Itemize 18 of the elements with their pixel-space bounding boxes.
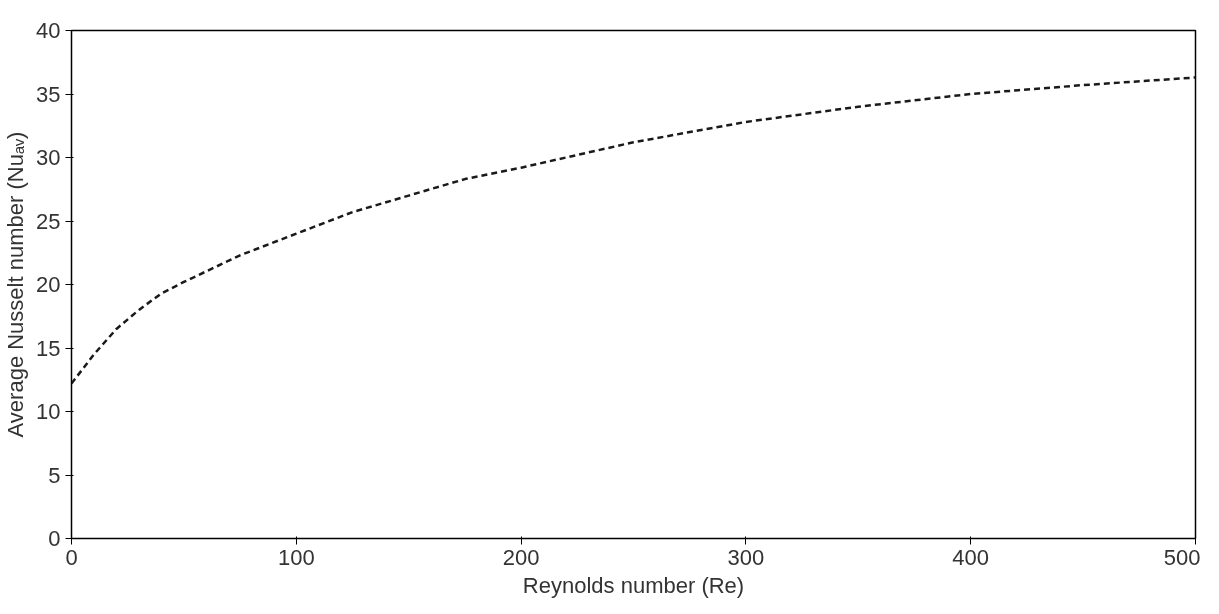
x-tick-label: 100 xyxy=(277,544,315,570)
y-tick-label: 30 xyxy=(36,145,61,170)
x-tick-label: 0 xyxy=(65,544,78,570)
y-tick-label: 0 xyxy=(48,526,61,551)
line-series xyxy=(71,76,1196,385)
y-tick-label: 40 xyxy=(36,18,61,43)
y-tick-label: 15 xyxy=(36,335,61,361)
x-tick-label: 400 xyxy=(952,544,990,570)
y-tick-label: 35 xyxy=(36,81,61,107)
y-axis-title: Average Nusselt number (Nuₐᵥ) xyxy=(3,131,29,438)
y-tick-label: 5 xyxy=(48,462,61,488)
y-tick-label: 10 xyxy=(36,399,61,424)
y-tick-label: 20 xyxy=(36,272,61,297)
x-tick-label: 500 xyxy=(1163,544,1201,570)
y-tick-label: 25 xyxy=(36,208,61,234)
x-tick-label: 300 xyxy=(727,544,765,570)
x-axis-title: Reynolds number (Re) xyxy=(522,572,745,598)
x-tick-label: 200 xyxy=(502,544,540,570)
